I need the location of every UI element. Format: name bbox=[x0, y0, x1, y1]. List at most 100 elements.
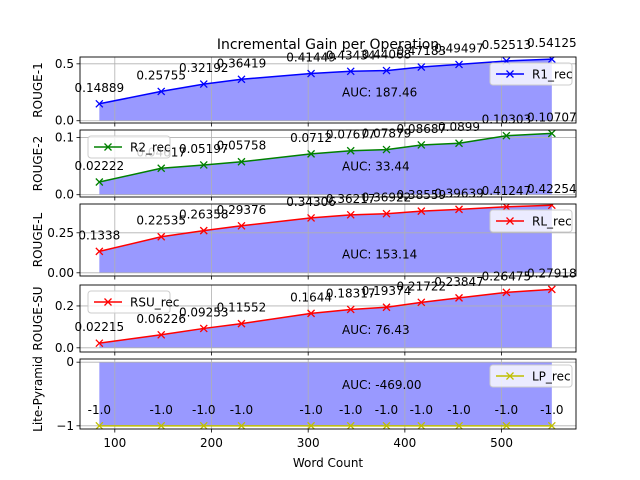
auc-label: AUC: -469.00 bbox=[342, 378, 422, 392]
data-label: -1.0 bbox=[410, 403, 433, 417]
data-label: 0.54125 bbox=[527, 36, 577, 50]
data-point bbox=[382, 303, 391, 312]
data-label: 0.10303 bbox=[482, 113, 532, 127]
data-point bbox=[417, 207, 426, 216]
legend-box bbox=[489, 364, 573, 388]
data-point bbox=[95, 421, 104, 429]
legend-rouge-1: R1_rec bbox=[489, 62, 573, 86]
data-label: 0.0899 bbox=[438, 120, 480, 134]
legend-rouge-2: R2_rec bbox=[87, 135, 171, 159]
data-point bbox=[157, 421, 166, 429]
data-label: -1.0 bbox=[88, 403, 111, 417]
data-label: 0.38559 bbox=[396, 188, 446, 202]
data-label: 0.25755 bbox=[136, 68, 186, 82]
data-label: 0.1644 bbox=[290, 290, 332, 304]
data-label: -1.0 bbox=[230, 403, 253, 417]
data-point bbox=[455, 293, 463, 302]
legend-lite-pyramid: LP_rec bbox=[489, 364, 573, 388]
y-tick-label: −1 bbox=[56, 419, 74, 433]
plot-area-rouge-su bbox=[80, 285, 576, 352]
legend-rouge-l: RL_rec bbox=[489, 209, 573, 233]
data-label: 0.0712 bbox=[290, 131, 332, 145]
data-point bbox=[346, 210, 355, 219]
data-point bbox=[199, 226, 208, 235]
data-point bbox=[502, 288, 511, 297]
plot-area-lite-pyramid bbox=[80, 359, 576, 429]
data-label: 0.10707 bbox=[527, 110, 577, 124]
data-point bbox=[307, 309, 316, 318]
data-point bbox=[417, 298, 426, 307]
data-label: 0.23847 bbox=[434, 275, 484, 289]
auc-area bbox=[99, 59, 552, 121]
data-point bbox=[237, 221, 246, 230]
data-label: 0.05197 bbox=[179, 142, 229, 156]
panel-rouge-1: 0.0 0.5 ROUGE-1 0.14889 0.257550.321920.3641… bbox=[31, 36, 577, 128]
figure-title: Incremental Gain per Operation bbox=[217, 37, 439, 53]
data-point bbox=[346, 146, 355, 155]
legend-label: RSU_rec bbox=[130, 296, 179, 310]
data-label: 0.49497 bbox=[434, 41, 484, 55]
auc-label: AUC: 33.44 bbox=[342, 160, 410, 174]
data-point bbox=[382, 145, 391, 154]
data-label: -1.0 bbox=[339, 403, 362, 417]
plot-area-rouge-l bbox=[80, 204, 576, 276]
data-label: -1.0 bbox=[375, 403, 398, 417]
data-point bbox=[307, 149, 316, 158]
axes-frame bbox=[79, 358, 577, 430]
legend-swatch-marker bbox=[104, 298, 112, 306]
data-point bbox=[417, 63, 426, 71]
data-label: 0.36419 bbox=[217, 56, 267, 70]
data-label: -1.0 bbox=[299, 403, 322, 417]
data-point bbox=[382, 66, 391, 75]
legend-box bbox=[489, 62, 573, 86]
legend-swatch-marker bbox=[104, 143, 112, 151]
data-label: 0.27918 bbox=[527, 266, 577, 280]
data-point bbox=[157, 232, 166, 241]
x-tick-label: 200 bbox=[200, 436, 223, 450]
data-point bbox=[417, 421, 426, 429]
y-tick-label: 0.1 bbox=[55, 130, 74, 144]
data-label: 0.41247 bbox=[482, 184, 532, 198]
panel-rouge-su: 0.0 0.2 ROUGE-SU 0.02215 0.062260.092530.115… bbox=[31, 266, 577, 356]
auc-label: AUC: 153.14 bbox=[342, 247, 417, 261]
legend-box bbox=[87, 290, 171, 314]
legend-swatch-marker bbox=[506, 372, 514, 380]
data-label: 0.21722 bbox=[396, 279, 446, 293]
auc-area bbox=[99, 205, 552, 273]
legend-box bbox=[489, 209, 573, 233]
data-point bbox=[199, 324, 208, 333]
y-tick-label: 0.00 bbox=[47, 266, 74, 280]
data-point bbox=[307, 69, 316, 78]
data-label: 0.26475 bbox=[482, 269, 532, 283]
x-tick-label: 300 bbox=[297, 436, 320, 450]
data-label: 0.08687 bbox=[396, 122, 446, 136]
data-label: 0.41449 bbox=[286, 51, 336, 65]
data-point bbox=[157, 330, 166, 339]
data-label: -1.0 bbox=[447, 403, 470, 417]
x-axis: 100 200 300 400 500 bbox=[103, 436, 513, 450]
data-label: -1.0 bbox=[495, 403, 518, 417]
data-point bbox=[382, 421, 391, 429]
data-label: 0.1338 bbox=[78, 228, 120, 242]
auc-area bbox=[99, 362, 552, 426]
auc-label: AUC: 187.46 bbox=[342, 85, 417, 99]
data-point bbox=[455, 139, 463, 148]
legend-label: RL_rec bbox=[532, 215, 572, 229]
y-tick-label: 0.25 bbox=[47, 226, 74, 240]
data-point bbox=[455, 60, 463, 69]
data-label: 0.19374 bbox=[362, 284, 412, 298]
auc-area bbox=[99, 133, 552, 195]
data-point bbox=[157, 87, 166, 96]
data-label: 0.43434 bbox=[326, 48, 376, 62]
x-tick-label: 500 bbox=[490, 436, 513, 450]
axes-frame bbox=[79, 284, 577, 353]
data-label: 0.36217 bbox=[326, 192, 376, 206]
auc-area bbox=[99, 289, 552, 348]
y-axis-label: Lite-Pyramid bbox=[31, 356, 45, 432]
data-point bbox=[95, 99, 104, 108]
data-label: 0.39639 bbox=[434, 186, 484, 200]
data-point bbox=[346, 305, 355, 314]
axes-frame bbox=[79, 56, 577, 124]
